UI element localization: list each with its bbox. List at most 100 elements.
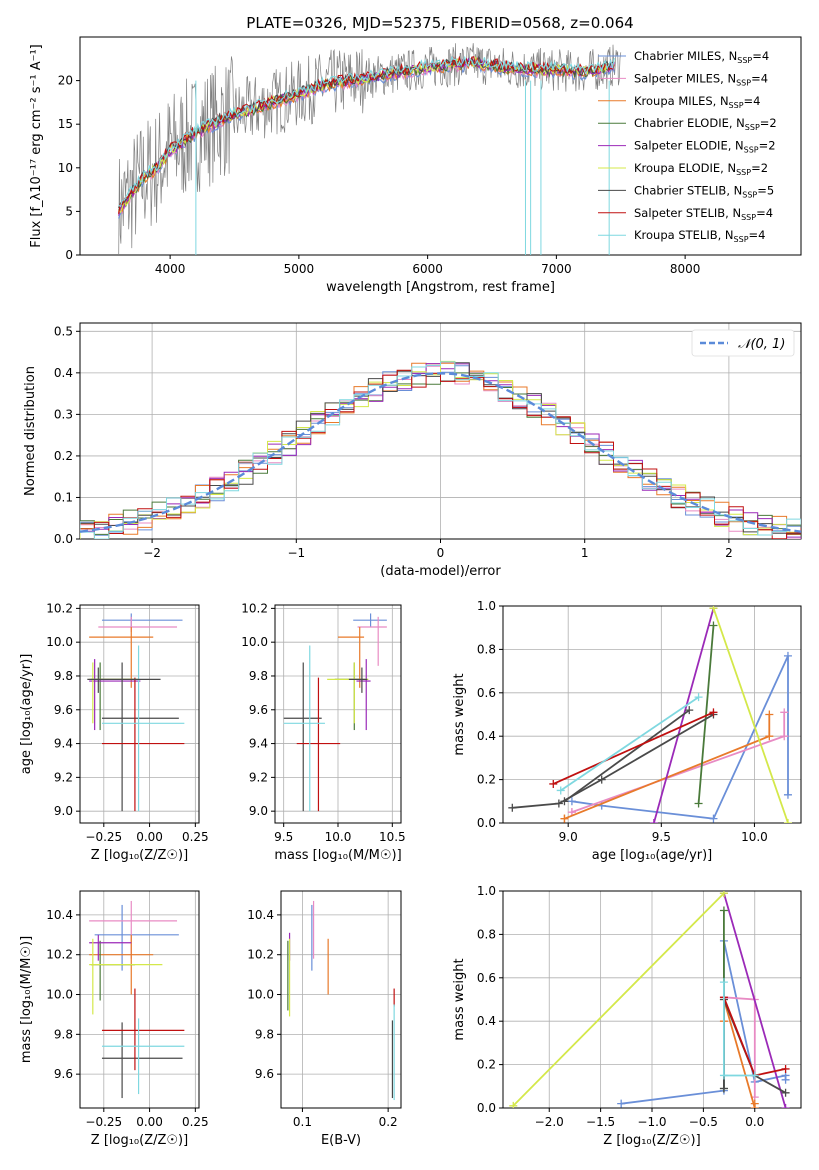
weight-marker [783,819,792,823]
x-tick-label: −2 [143,546,161,560]
weight-line [563,709,690,803]
age_vs_Z-points [87,613,185,812]
y-tick-label: 9.8 [255,1027,274,1041]
x-axis-label: age [log₁₀(age/yr)] [592,848,713,863]
weight-marker [709,621,718,630]
legend-label: Salpeter MILES, NSSP=4 [634,71,768,87]
legend-text: Salpeter STELIB, N [634,206,741,220]
x-tick-label: 2 [725,546,733,560]
legend-label: Chabrier ELODIE, NSSP=2 [634,116,777,132]
weight-marker [567,797,576,806]
x-tick-label: 0.0 [745,1115,764,1129]
legend-sub: SSP [736,168,751,177]
y-tick-label: 0.6 [477,971,496,985]
mass_vs_Z-points [89,900,185,1099]
legend-text: Salpeter MILES, N [634,71,736,85]
legend-sub: SSP [744,146,759,155]
legend-sub: SSP [741,213,756,222]
legend-tail: =4 [756,206,773,220]
legend-tail: =2 [751,161,768,175]
legend-text: Kroupa ELODIE, N [634,161,736,175]
axes-mass_vs_EBV: 0.1 0.2 9.6 9.8 10.0 10.2 10.4 E(B-V) [247,890,402,1148]
weight-marker [781,1104,790,1108]
weight-marker [765,732,774,741]
weight-line [560,696,700,792]
mass_vs_EBV-points [287,900,395,1101]
legend-tail: =4 [752,49,769,63]
x-tick-label: −0.5 [689,1115,718,1129]
x-tick-label: −0.25 [85,1115,122,1129]
weight-marker [649,819,658,823]
x-tick-label: 10.0 [325,830,352,844]
x-tick-label: 0.00 [136,830,163,844]
legend-label: 𝒩(0, 1) [738,337,785,352]
weight-line [512,713,714,809]
y-tick-label: 10.2 [241,601,268,615]
weight-marker [617,1099,626,1108]
y-tick-label: 9.6 [54,1067,73,1081]
y-tick-label: 9.4 [249,737,268,751]
x-tick-label: −1.0 [637,1115,666,1129]
axes-spectrum: 4000 5000 6000 7000 8000 0 5 10 15 20 wavelength [… [29,36,802,295]
y-tick-label: 10.4 [247,908,274,922]
residual-legend: 𝒩(0, 1) [691,329,795,357]
y-tick-label: 0.2 [477,773,496,787]
axes-frame [79,36,802,256]
y-tick-label: 10.0 [46,635,73,649]
x-tick-label: 6000 [412,262,443,276]
y-tick-label: 9.0 [54,804,73,818]
model-spectrum [118,55,615,214]
y-tick-label: 10.0 [46,988,73,1002]
y-tick-label: 15 [58,117,73,131]
y-axis-label: age [log₁₀(age/yr)] [19,654,34,775]
y-tick-label: 9.6 [54,703,73,717]
x-tick-label: 0.2 [379,1115,398,1129]
y-tick-label: 1.0 [477,884,496,898]
x-tick-label: 0.1 [293,1115,312,1129]
weight-marker [549,779,558,788]
x-tick-label: −1.5 [586,1115,615,1129]
y-tick-label: 9.6 [249,703,268,717]
weight-marker [783,790,792,799]
legend-tail: =2 [759,139,776,153]
weight-line [571,655,789,820]
y-tick-label: 0.0 [477,1101,496,1115]
legend-label: Chabrier STELIB, NSSP=5 [634,183,774,199]
legend-sub: SSP [745,123,760,132]
weight-marker [694,799,703,808]
y-axis-label: mass weight [452,673,467,755]
legend-text: Chabrier MILES, N [634,49,737,63]
weight-marker [508,803,517,812]
legend-label: Salpeter ELODIE, NSSP=2 [634,139,776,155]
y-tick-label: 0.1 [54,490,73,504]
axes-frame [502,605,802,824]
y-tick-label: 0 [65,248,73,262]
y-tick-label: 1.0 [477,599,496,613]
residual-plot [80,360,801,539]
axes-weight_vs_Z: −2.0 −1.5 −1.0 −0.5 0.0 0.0 0.2 0.4 0.6 0.8 1.0 Z [… [452,884,802,1148]
legend-text: Kroupa MILES, N [634,94,729,108]
legend-sub: SSP [737,56,752,65]
weight-marker [709,708,718,717]
y-tick-label: 0.6 [477,686,496,700]
weight-marker [719,978,728,987]
y-tick-label: 10.0 [241,635,268,649]
weight-line [723,892,787,1108]
spectrum-plot [118,43,622,255]
weight-marker [556,786,565,795]
y-tick-label: 0.5 [54,324,73,338]
age_vs_mass-points [283,613,387,812]
legend-box [691,329,795,357]
y-tick-label: 9.6 [255,1067,274,1081]
legend-sub: SSP [742,190,757,199]
x-axis-label: (data-model)/error [380,564,501,579]
weight-marker [750,1099,759,1108]
y-tick-label: 0.8 [477,927,496,941]
weight-line [552,711,714,785]
axes-age_vs_Z: −0.25 0.00 0.25 9.0 9.2 9.4 9.6 9.8 10.0 10.2 Z [l… [19,601,209,863]
axes-frame [79,890,200,1109]
weight-marker [709,606,718,613]
legend-label: Kroupa MILES, NSSP=4 [634,94,760,110]
